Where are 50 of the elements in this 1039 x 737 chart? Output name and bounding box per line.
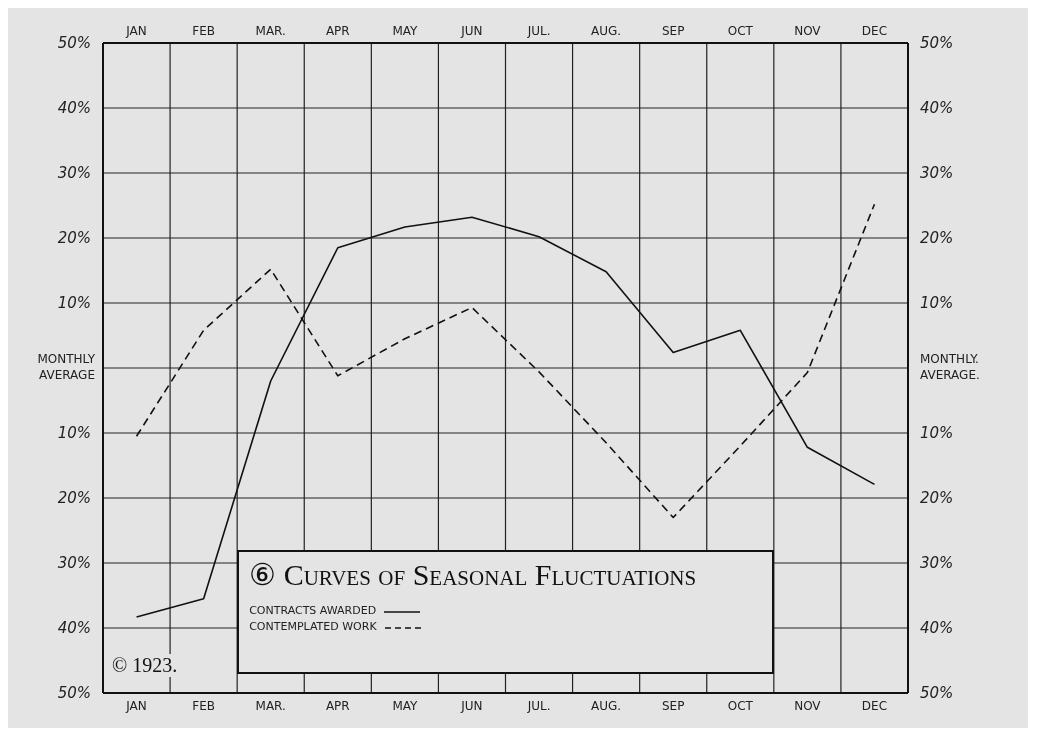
text: ⑥ Curves of Seasonal Fluctuations — [249, 558, 698, 592]
y2-tick-label: 50% — [920, 34, 954, 52]
x-tick-label: JUL. — [526, 24, 551, 38]
y-tick-label: 50% — [57, 34, 91, 52]
y2-tick-label: MONTHLY. AVERAGE. — [920, 352, 980, 382]
y2-tick-label: 20% — [920, 229, 954, 247]
y2-tick-label: 10% — [920, 294, 954, 312]
y2-tick-label: 30% — [920, 164, 954, 182]
y2-tick-label: 40% — [920, 99, 954, 117]
y2-tick-label: 40% — [920, 619, 954, 637]
y-tick-label: 20% — [57, 489, 91, 507]
category-label: JUN — [461, 698, 483, 713]
y2-tick-label: 30% — [920, 554, 954, 572]
x-tick-label: NOV — [794, 24, 822, 38]
category-label: JAN — [126, 698, 147, 713]
x-tick-label: DEC — [861, 24, 888, 38]
category-label: AUG. — [591, 698, 622, 713]
category-label: OCT — [727, 698, 753, 713]
x-tick-label: FEB — [192, 24, 215, 38]
y2-tick-label: 50% — [920, 684, 954, 702]
category-label: SEP — [661, 698, 685, 713]
category-label: JUL. — [527, 698, 551, 713]
category-label: APR — [325, 698, 350, 713]
x-tick-label: OCT — [727, 24, 754, 38]
x-tick-label: APR — [325, 24, 350, 38]
y-tick-label: 10% — [57, 424, 91, 442]
x-tick-label: AUG. — [591, 24, 622, 38]
x-tick-label: SEP — [661, 24, 685, 38]
x-tick-label: MAR. — [255, 24, 286, 38]
category-label: FEB — [192, 698, 215, 713]
y-tick-label: 30% — [57, 164, 91, 182]
category-label: NOV — [794, 698, 821, 713]
y-tick-label: 50% — [57, 684, 91, 702]
y2-tick-label: 10% — [920, 424, 954, 442]
y-tick-label: 30% — [57, 554, 91, 572]
legend-label: CONTRACTS AWARDED — [249, 603, 377, 617]
x-tick-label: MAY — [392, 24, 419, 38]
y-tick-label: 10% — [57, 294, 91, 312]
legend-label: CONTEMPLATED WORK — [249, 619, 377, 633]
y-tick-label: 40% — [57, 99, 91, 117]
annotation: © 1923. — [109, 654, 181, 677]
y-tick-label: MONTHLY AVERAGE — [37, 352, 96, 382]
y2-tick-label: 20% — [920, 489, 954, 507]
y-tick-label: 40% — [57, 619, 91, 637]
y-tick-label: 20% — [57, 229, 91, 247]
category-label: DEC — [861, 698, 888, 713]
x-tick-label: JAN — [125, 24, 147, 38]
x-tick-label: JUN — [460, 24, 483, 38]
category-label: MAY — [392, 698, 418, 713]
category-label: MAR. — [255, 698, 286, 713]
